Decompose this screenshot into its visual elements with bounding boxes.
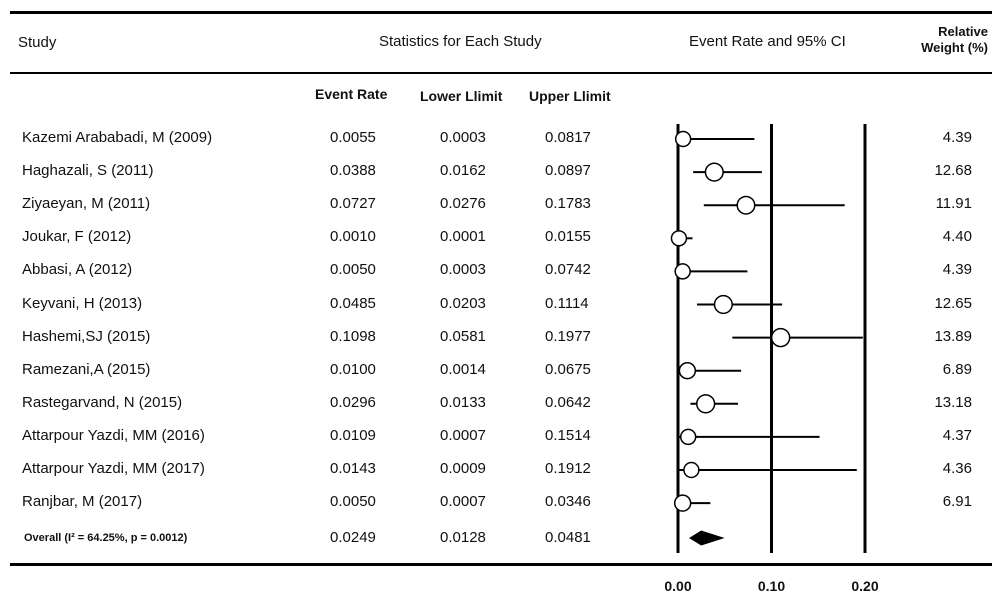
event-rate-cell: 0.0143: [330, 460, 376, 477]
header-weight-line2: Weight (%): [921, 40, 988, 55]
study-name: Joukar, F (2012): [22, 228, 132, 246]
study-name: Ziyaeyan, M (2011): [22, 195, 151, 213]
weight-cell: 6.91: [942, 493, 972, 511]
subheader-event-rate: Event Rate: [315, 86, 388, 102]
overall-upper: 0.0481: [545, 529, 591, 546]
study-name: Attarpour Yazdi, MM (2016): [22, 426, 205, 444]
lower-limit-cell: 0.0009: [440, 460, 486, 477]
weight-cell: 6.89: [942, 360, 972, 378]
weight-cell: 13.18: [934, 393, 972, 411]
weight-cell: 13.89: [934, 327, 972, 345]
effect-point: [770, 327, 791, 348]
effect-point: [704, 162, 724, 182]
event-rate-cell: 0.1098: [330, 327, 376, 345]
study-name: Haghazali, S (2011): [22, 162, 154, 180]
subheader-upper: Upper Llimit: [529, 88, 611, 104]
header-weight: Relative Weight (%): [921, 24, 988, 56]
event-rate-cell: 0.0727: [330, 195, 376, 213]
upper-limit-cell: 0.0817: [545, 129, 591, 146]
upper-limit-cell: 0.0742: [545, 261, 591, 279]
lower-limit-cell: 0.0276: [440, 195, 486, 213]
effect-point: [674, 130, 692, 148]
effect-point: [683, 461, 700, 479]
weight-cell: 4.39: [942, 129, 972, 146]
header-stats: Statistics for Each Study: [379, 33, 542, 50]
upper-limit-cell: 0.1114: [545, 294, 589, 312]
x-tick-label: 0.10: [757, 578, 786, 594]
study-name: Rastegarvand, N (2015): [22, 393, 183, 411]
header-rule: [10, 72, 992, 74]
upper-limit-cell: 0.1783: [545, 195, 591, 213]
event-rate-cell: 0.0388: [330, 162, 376, 180]
upper-limit-cell: 0.0897: [545, 162, 591, 180]
upper-limit-cell: 0.1514: [545, 426, 591, 444]
study-name: Ramezani,A (2015): [22, 360, 151, 378]
weight-cell: 4.37: [942, 426, 972, 444]
overall-label: Overall (I² = 64.25%, p = 0.0012): [24, 532, 188, 544]
lower-limit-cell: 0.0007: [440, 426, 486, 444]
lower-limit-cell: 0.0003: [440, 129, 486, 146]
lower-limit-cell: 0.0581: [440, 327, 486, 345]
effect-point: [736, 195, 756, 215]
effect-point: [696, 394, 716, 414]
lower-limit-cell: 0.0133: [440, 393, 486, 411]
event-rate-cell: 0.0050: [330, 493, 376, 511]
weight-cell: 12.68: [934, 162, 972, 180]
bottom-rule: [10, 563, 992, 566]
event-rate-cell: 0.0100: [330, 360, 376, 378]
upper-limit-cell: 0.1977: [545, 327, 591, 345]
event-rate-cell: 0.0050: [330, 261, 376, 279]
overall-event-rate: 0.0249: [330, 529, 376, 546]
x-tick-label: 0.00: [664, 578, 692, 594]
lower-limit-cell: 0.0014: [440, 360, 486, 378]
effect-point: [678, 361, 697, 380]
subheader-lower: Lower Llimit: [420, 88, 503, 104]
study-name: Keyvani, H (2013): [22, 294, 143, 312]
weight-cell: 4.36: [942, 460, 972, 477]
effect-point: [674, 263, 691, 280]
study-name: Kazemi Arababadi, M (2009): [22, 129, 213, 146]
effect-point: [673, 494, 692, 512]
upper-limit-cell: 0.0675: [545, 360, 591, 378]
weight-cell: 11.91: [935, 195, 972, 213]
effect-point: [713, 294, 733, 315]
event-rate-cell: 0.0485: [330, 294, 376, 312]
upper-limit-cell: 0.0155: [545, 228, 591, 246]
event-rate-cell: 0.0296: [330, 393, 376, 411]
lower-limit-cell: 0.0162: [440, 162, 486, 180]
header-study: Study: [18, 34, 57, 51]
header-weight-line1: Relative: [938, 24, 988, 39]
lower-limit-cell: 0.0003: [440, 261, 486, 279]
upper-limit-cell: 0.1912: [545, 460, 591, 477]
lower-limit-cell: 0.0007: [440, 493, 486, 511]
study-name: Abbasi, A (2012): [22, 261, 133, 279]
weight-cell: 12.65: [934, 294, 972, 312]
study-name: Attarpour Yazdi, MM (2017): [22, 460, 205, 477]
effect-point: [679, 428, 697, 446]
event-rate-cell: 0.0010: [330, 228, 376, 246]
event-rate-cell: 0.0109: [330, 426, 376, 444]
lower-limit-cell: 0.0001: [440, 228, 486, 246]
study-name: Hashemi,SJ (2015): [22, 327, 151, 345]
effect-point: [670, 230, 688, 247]
upper-limit-cell: 0.0642: [545, 393, 591, 411]
overall-lower: 0.0128: [440, 529, 486, 546]
top-rule: [10, 11, 992, 14]
upper-limit-cell: 0.0346: [545, 493, 591, 511]
study-name: Ranjbar, M (2017): [22, 493, 143, 511]
x-tick-label: 0.20: [851, 578, 879, 594]
weight-cell: 4.40: [942, 228, 972, 246]
weight-cell: 4.39: [942, 261, 972, 279]
lower-limit-cell: 0.0203: [440, 294, 486, 312]
header-ci: Event Rate and 95% CI: [689, 33, 846, 50]
event-rate-cell: 0.0055: [330, 129, 376, 146]
overall-diamond: [689, 530, 725, 546]
